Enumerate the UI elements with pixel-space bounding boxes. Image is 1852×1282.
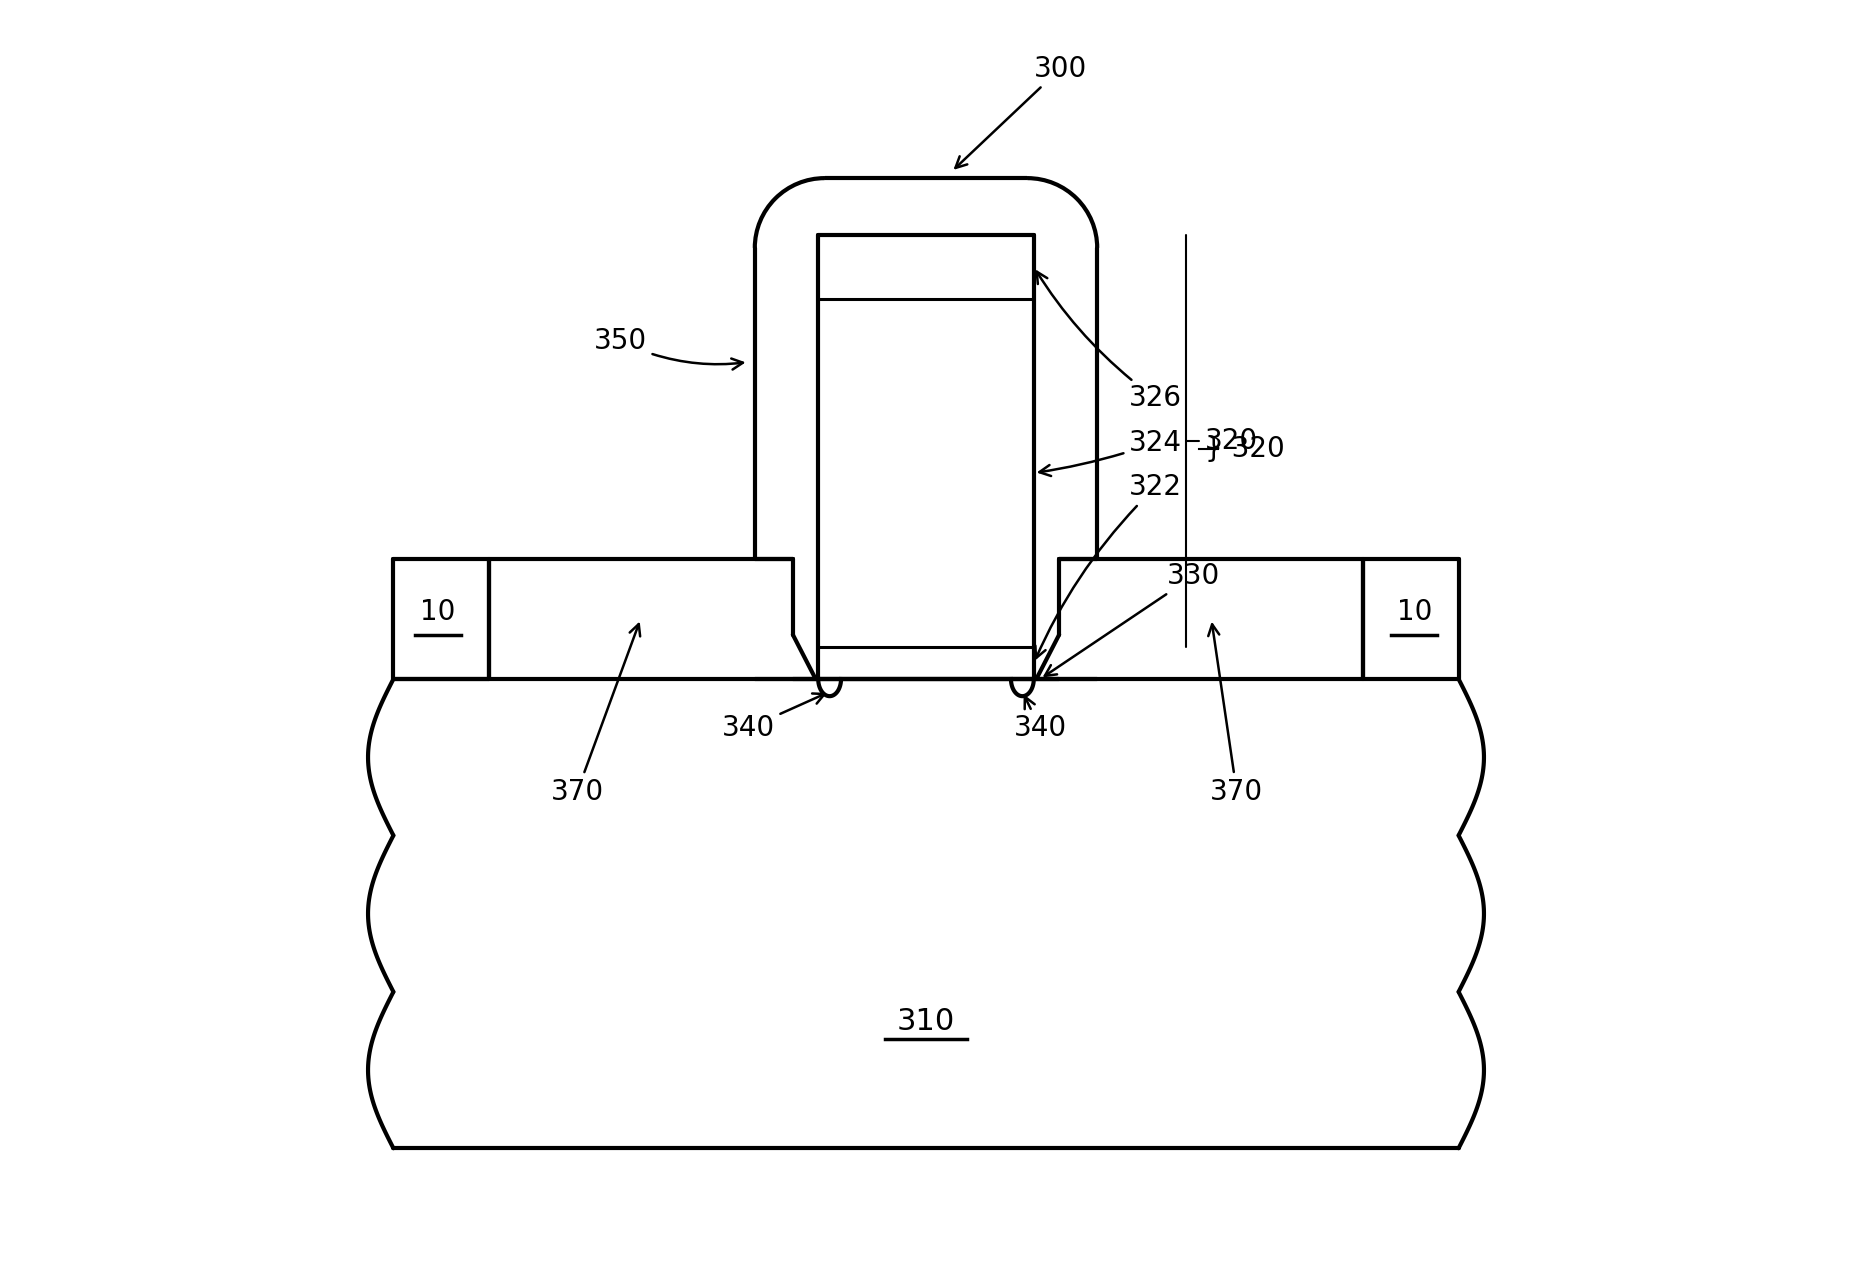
Text: 320: 320 [1206,427,1258,455]
Text: 310: 310 [896,1006,956,1036]
Text: 324: 324 [1039,428,1182,476]
Text: 340: 340 [722,694,824,742]
Text: 10: 10 [420,599,456,627]
Text: 322: 322 [1035,473,1182,658]
Text: 330: 330 [1045,562,1220,676]
Text: } 320: } 320 [1206,435,1285,463]
Text: 10: 10 [1396,599,1432,627]
Text: 370: 370 [1208,624,1263,805]
Text: 350: 350 [594,327,743,369]
Text: 370: 370 [550,624,641,805]
Text: 340: 340 [1013,696,1067,742]
Text: 326: 326 [1037,272,1182,413]
Text: 300: 300 [956,55,1087,168]
